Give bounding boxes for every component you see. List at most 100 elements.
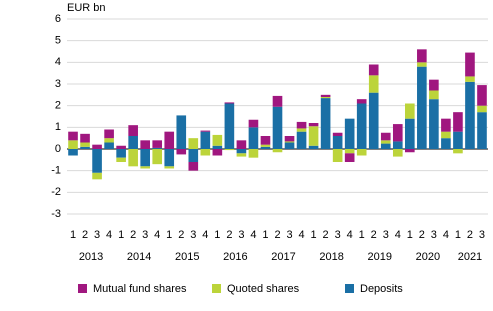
x-tick-label: 1 (311, 229, 317, 241)
x-tick-label: 3 (286, 229, 292, 241)
bar-segment (441, 118, 451, 132)
bar-segment (128, 136, 138, 149)
bar-segment (248, 119, 259, 128)
x-tick-label: 4 (250, 229, 256, 241)
bar-segment (453, 131, 463, 149)
bar-segment (356, 99, 367, 104)
legend-swatch (78, 284, 87, 293)
bar-segment (260, 146, 271, 149)
bar-segment (477, 105, 487, 113)
bar-segment (116, 149, 126, 158)
x-tick-label: 2 (82, 229, 88, 241)
x-tick-label: 1 (455, 229, 461, 241)
bar-segment (140, 149, 150, 167)
bar-segment (441, 131, 451, 139)
bar-segment (417, 66, 427, 149)
bar-segment (429, 99, 439, 149)
bar-segment (284, 141, 295, 143)
bar-segment (332, 132, 343, 136)
bar-segment (248, 127, 259, 149)
bar-segment (68, 131, 78, 141)
x-tick-label: 3 (94, 229, 100, 241)
bar-segment (248, 149, 259, 158)
year-label: 2021 (458, 251, 482, 263)
bar-segment (453, 112, 463, 132)
bar-segment (405, 149, 415, 153)
x-tick-label: 3 (479, 229, 485, 241)
x-tick-label: 4 (106, 229, 112, 241)
year-label: 2020 (416, 251, 440, 263)
y-tick-label: 2 (55, 100, 61, 112)
bar-segment (344, 118, 355, 149)
bar-segment (188, 149, 199, 162)
bar-segment (92, 172, 102, 180)
bar-segment (104, 142, 114, 149)
x-tick-label: 4 (298, 229, 304, 241)
bar-segment (224, 149, 235, 151)
bar-segment (392, 141, 403, 149)
bar-segment (260, 144, 271, 147)
bar-segment (188, 138, 199, 149)
bar-segment (176, 115, 187, 149)
bar-segment (176, 149, 187, 155)
y-tick-label: -3 (51, 208, 61, 220)
bar-segment (356, 149, 367, 156)
bar-segment (212, 145, 223, 149)
bar-segment (68, 149, 78, 156)
bar-segment (356, 103, 367, 149)
bar-segment (453, 149, 463, 154)
bar-segment (164, 149, 175, 167)
x-tick-label: 3 (190, 229, 196, 241)
bar-segment (92, 149, 102, 173)
bar-segment (152, 147, 163, 149)
bar-segment (68, 140, 78, 149)
bar-segment (368, 64, 379, 76)
bar-segment (272, 106, 283, 149)
bar-segment (429, 79, 439, 91)
x-tick-label: 1 (262, 229, 268, 241)
bar-segment (284, 136, 295, 142)
bar-segment (344, 149, 355, 154)
x-tick-label: 1 (70, 229, 76, 241)
bar-segment (405, 118, 415, 149)
bar-segment (332, 149, 343, 162)
bar-segment (104, 138, 114, 143)
legend-swatch (345, 284, 354, 293)
x-tick-label: 4 (347, 229, 353, 241)
year-label: 2015 (175, 251, 199, 263)
bar-segment (128, 149, 138, 167)
y-tick-label: 5 (55, 35, 61, 47)
x-tick-label: 2 (178, 229, 184, 241)
x-tick-label: 2 (371, 229, 377, 241)
bar-segment (80, 142, 90, 147)
year-label: 2013 (79, 251, 103, 263)
bar-segment (308, 123, 319, 127)
bar-segment (308, 145, 319, 149)
x-tick-label: 3 (335, 229, 341, 241)
bar-segment (296, 128, 307, 132)
bar-segment (332, 136, 343, 149)
bar-segment (392, 149, 403, 157)
bar-segment (224, 103, 235, 149)
x-tick-label: 1 (407, 229, 413, 241)
bar-segment (465, 76, 475, 82)
bar-segment (380, 132, 391, 141)
bar-segment (405, 103, 415, 119)
x-tick-label: 2 (226, 229, 232, 241)
x-tick-label: 2 (130, 229, 136, 241)
y-tick-label: 6 (55, 13, 61, 25)
x-tick-label: 4 (395, 229, 401, 241)
bar-segment (200, 131, 211, 149)
bar-segment (368, 75, 379, 93)
y-tick-label: 3 (55, 78, 61, 90)
x-tick-label: 3 (238, 229, 244, 241)
bar-segment (92, 144, 102, 149)
bar-segment (308, 126, 319, 146)
x-tick-label: 2 (467, 229, 473, 241)
x-tick-label: 1 (166, 229, 172, 241)
bar-segment (236, 153, 247, 157)
y-axis-label: EUR bn (67, 2, 106, 14)
bar-segment (140, 166, 150, 169)
x-tick-label: 2 (419, 229, 425, 241)
bar-segment (116, 157, 126, 162)
